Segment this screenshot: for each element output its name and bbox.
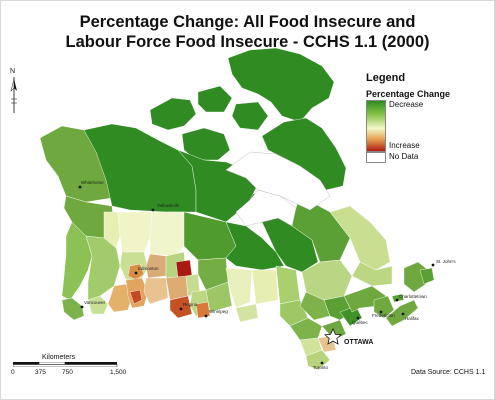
region-sask-north [149, 211, 185, 257]
region-ellesmere-island [227, 47, 335, 123]
north-arrow-label: N [10, 68, 16, 75]
marker-whitehorse [78, 185, 82, 189]
region-vancouver-island [61, 297, 85, 321]
city-label-charlottetown: Charlottetown [399, 294, 427, 299]
legend-color-ramp [366, 100, 386, 152]
data-source-note: Data Source: CCHS 1.1 [411, 369, 486, 376]
marker-vancouver [80, 305, 84, 309]
city-label-halifax: Halifax [405, 316, 419, 321]
city-label-vancouver: Vancouver [84, 300, 106, 305]
region-sask-south-2 [165, 275, 189, 301]
map-title-line-1: Percentage Change: All Food Insecure and [79, 13, 416, 31]
city-label-whitehorse: Whitehorse [81, 180, 104, 185]
marker-quebec [356, 316, 360, 320]
region-ontario-far-north [225, 221, 285, 271]
region-bc-south-2 [107, 283, 133, 313]
city-label-fredericton: Fredericton [372, 313, 395, 318]
region-newfoundland-east [419, 267, 435, 285]
marker-halifax [401, 312, 405, 316]
region-sask-south-1 [143, 277, 169, 305]
region-arctic-islands-west [149, 85, 269, 131]
legend-decrease-label: Decrease [389, 100, 424, 109]
region-manitoba-winnipeg [195, 301, 211, 319]
region-sask-central-west [145, 253, 167, 279]
city-label-yellowknife: Yellowknife [157, 203, 180, 208]
region-ontario-south-3 [305, 349, 331, 371]
region-nova-scotia [385, 299, 419, 327]
region-ontario-south-1 [289, 317, 323, 341]
region-ontario-north-central [251, 269, 279, 305]
region-pei [391, 293, 405, 303]
city-label-st-johns: St. John's [436, 259, 456, 264]
region-new-brunswick [373, 295, 395, 319]
marker-winnipeg [204, 314, 208, 318]
city-markers [78, 185, 435, 365]
city-label-regina: Regina [183, 302, 198, 307]
city-label-edmonton: Edmonton [138, 266, 159, 271]
north-arrow-icon: N [9, 68, 19, 114]
marker-charlottetown [395, 298, 399, 302]
city-label-winnipeg: Winnipeg [209, 309, 228, 314]
marker-edmonton [134, 271, 138, 275]
star-icon [324, 328, 342, 345]
legend-increase-label: Increase [389, 141, 420, 150]
scale-tick-375: 375 [35, 369, 46, 376]
marker-fredericton [379, 310, 383, 314]
scale-tick-750: 750 [62, 369, 73, 376]
region-alberta-calgary [129, 289, 143, 305]
city-label-quebec: Québec [352, 320, 368, 325]
north-arrow-shape [10, 77, 17, 113]
region-labrador [329, 205, 391, 271]
region-alberta-north [117, 211, 153, 253]
marker-regina [179, 307, 183, 311]
region-bc-south-1 [87, 295, 109, 315]
region-sask-regina [169, 295, 193, 319]
region-ontario-northwest [225, 267, 253, 309]
scale-bar-title: Kilometers [42, 354, 76, 361]
region-quebec-south-1 [299, 291, 331, 321]
marker-yellowknife [151, 208, 155, 212]
map-title-line-2: Labour Force Food Insecure - CCHS 1.1 (2… [65, 33, 430, 51]
legend-no-data-swatch [366, 152, 386, 163]
region-victoria-island [181, 127, 231, 161]
scale-tick-0: 0 [11, 369, 15, 376]
marker-toronto [320, 361, 324, 365]
region-no-data-east [225, 151, 331, 211]
marker-st-johns [431, 263, 435, 267]
city-label-toronto: Toronto [313, 365, 329, 370]
region-ontario-thunder-bay [235, 303, 259, 323]
legend-title: Legend [366, 72, 406, 84]
region-labrador-south [351, 261, 393, 287]
capital-label-ottawa: OTTAWA [344, 339, 374, 346]
region-manitoba-south-2 [205, 281, 233, 313]
legend-no-data-label: No Data [389, 152, 419, 161]
scale-bar [13, 362, 118, 367]
region-greenland-outline [235, 189, 297, 227]
scale-tick-1500: 1,500 [110, 369, 127, 376]
region-ontario-northeast [275, 265, 301, 305]
legend-subtitle: Percentage Change [366, 89, 451, 99]
